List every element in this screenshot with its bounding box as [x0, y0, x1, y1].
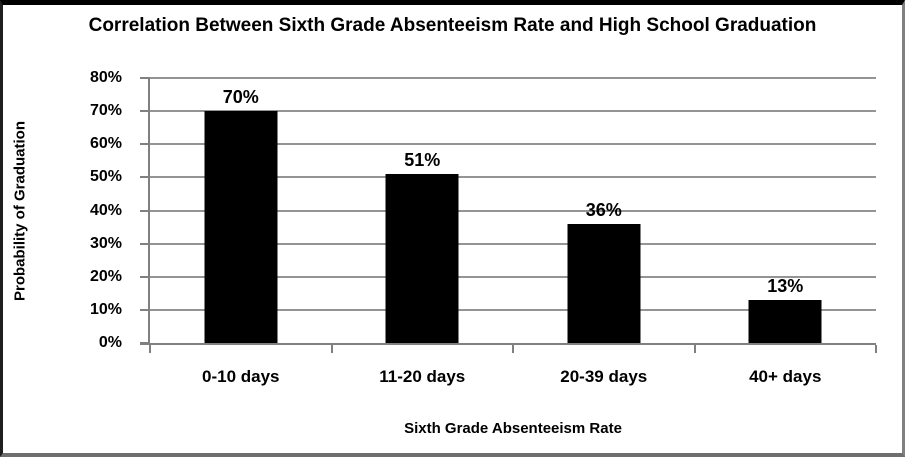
- y-axis-line: [148, 78, 150, 345]
- x-axis-line: [140, 343, 876, 345]
- gridline: [150, 308, 876, 311]
- gridline: [150, 110, 876, 113]
- y-axis-tick: [140, 110, 150, 113]
- gridline: [150, 77, 876, 79]
- bar: [204, 111, 278, 343]
- y-axis-tick-label: 10%: [89, 300, 122, 318]
- y-axis-tick: [140, 275, 150, 278]
- plot-area: 70% 51% 36% 13%: [140, 77, 877, 353]
- bar: [748, 299, 822, 343]
- y-axis-tick: [140, 342, 150, 344]
- x-axis-category-label: 20-39 days: [560, 367, 648, 386]
- y-axis-tick-label: 0%: [98, 334, 122, 351]
- x-axis-category-label: 40+ days: [749, 367, 822, 386]
- y-axis-tick-label: 70%: [89, 102, 122, 120]
- y-axis-tick: [140, 242, 150, 245]
- x-axis-tick: [512, 345, 514, 353]
- y-axis-labels: 0% 10% 20% 30% 40% 50% 60% 70% 80%: [3, 69, 136, 351]
- bar-value-label: 13%: [767, 275, 804, 296]
- x-axis-category-label: 0-10 days: [202, 367, 280, 386]
- y-axis-tick: [140, 77, 150, 79]
- x-axis-category-label: 11-20 days: [379, 367, 466, 386]
- y-axis-tick-label: 20%: [89, 267, 122, 285]
- x-axis-tick: [149, 345, 151, 353]
- gridline: [150, 143, 876, 146]
- gridline: [150, 176, 876, 179]
- y-axis-tick: [140, 176, 150, 179]
- bar-value-label: 51%: [404, 150, 441, 171]
- chart-title: Correlation Between Sixth Grade Absentee…: [88, 15, 817, 36]
- x-axis-labels: 0-10 days 11-20 days 20-39 days 40+ days: [150, 367, 876, 389]
- x-axis-title: Sixth Grade Absenteeism Rate: [404, 420, 622, 437]
- bar: [567, 223, 641, 343]
- y-axis-tick-label: 80%: [89, 69, 122, 86]
- y-axis-tick: [140, 143, 150, 146]
- x-axis-tick: [330, 345, 333, 353]
- bar-value-label: 70%: [222, 87, 259, 108]
- y-axis-tick-label: 40%: [89, 201, 122, 219]
- bar: [385, 174, 459, 343]
- gridline: [150, 242, 876, 245]
- y-axis-tick-label: 60%: [89, 135, 122, 153]
- y-axis-tick: [140, 209, 150, 212]
- gridline: [150, 209, 876, 212]
- bar-value-label: 36%: [585, 199, 622, 220]
- y-axis-tick-label: 30%: [89, 234, 122, 252]
- gridline: [150, 275, 876, 278]
- x-axis-tick: [693, 345, 696, 353]
- y-axis-tick-label: 50%: [89, 168, 122, 186]
- y-axis-tick: [140, 308, 150, 311]
- x-axis-tick: [875, 345, 877, 353]
